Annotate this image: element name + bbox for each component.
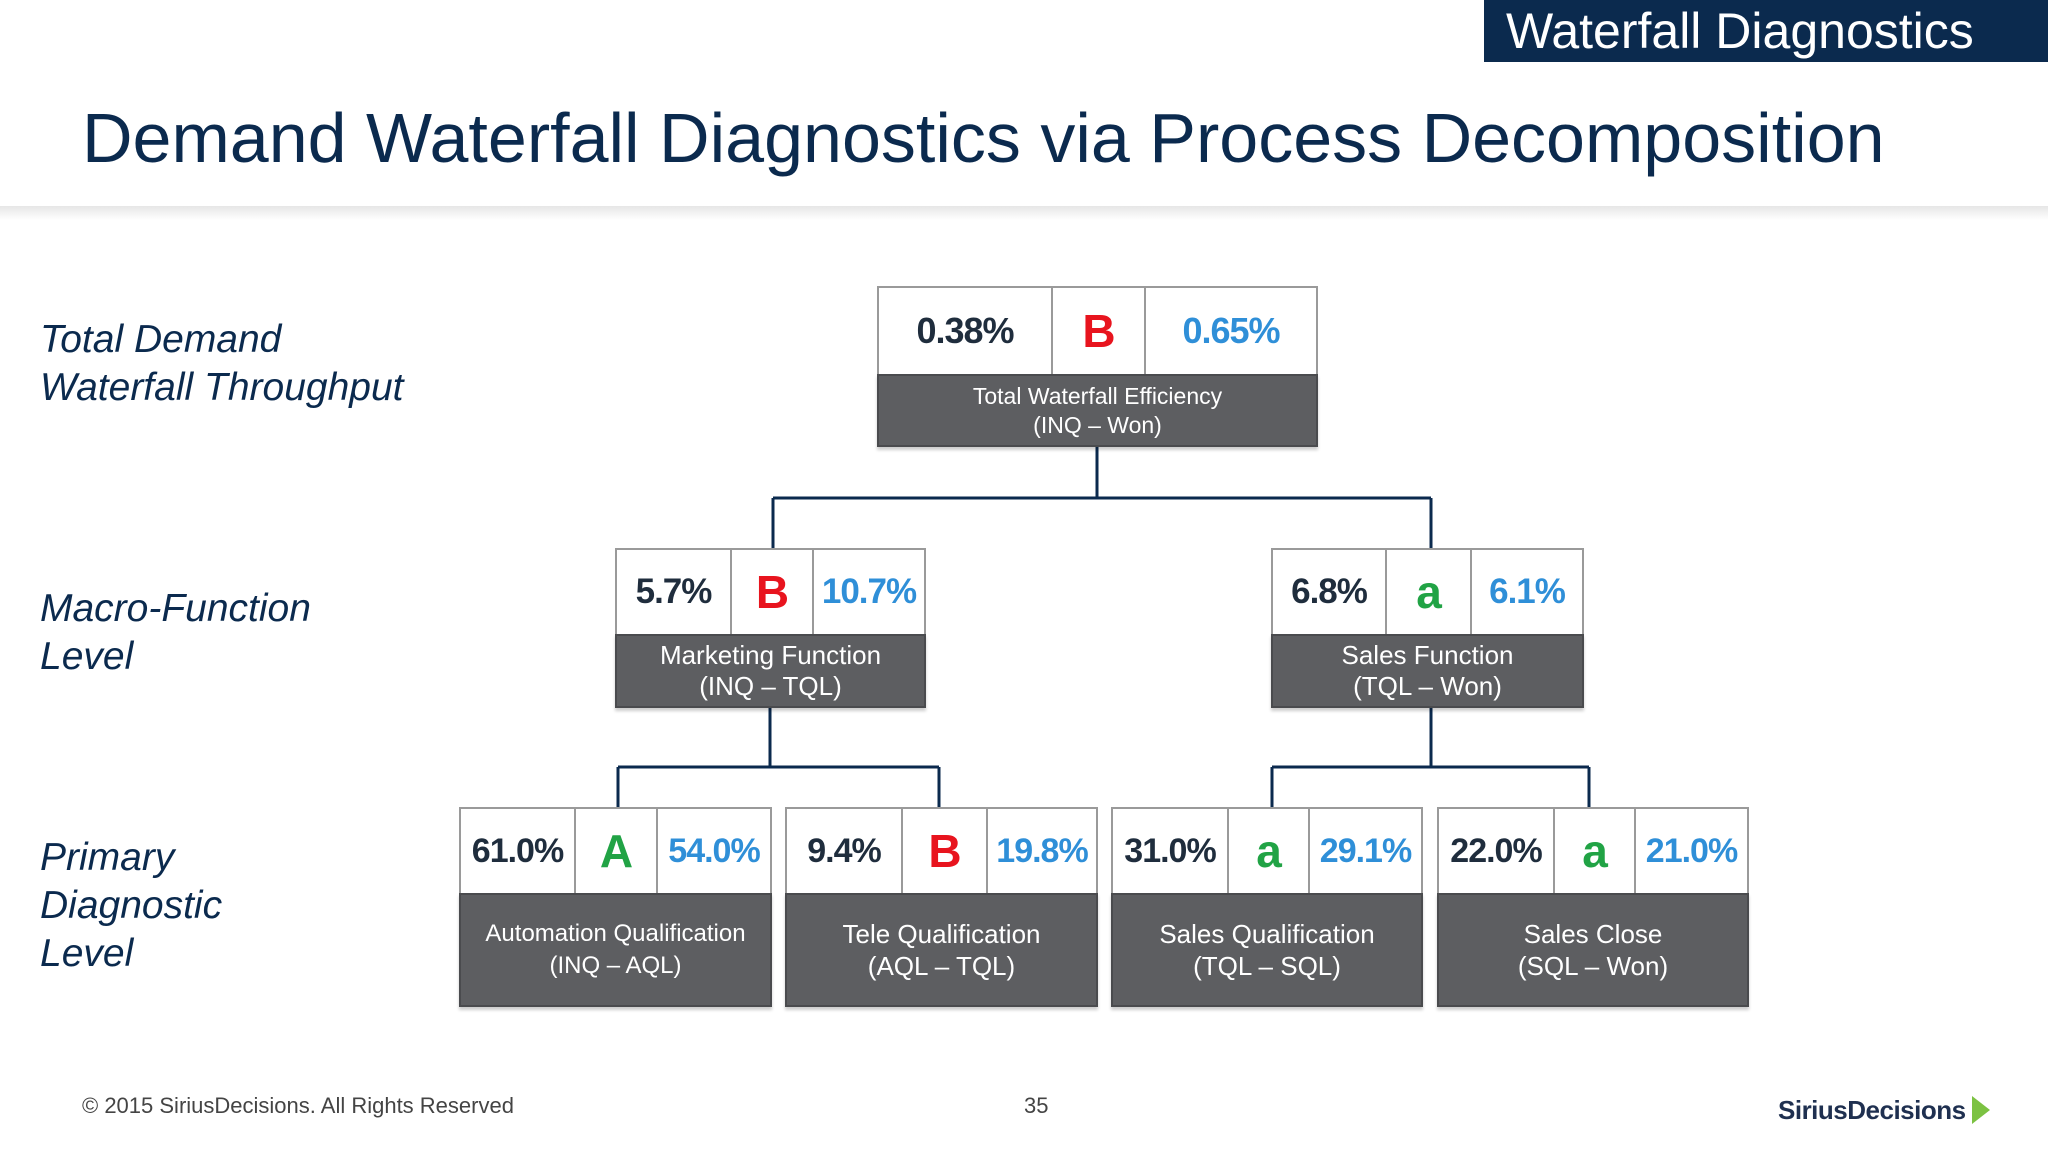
copyright-notice: © 2015 SiriusDecisions. All Rights Reser… bbox=[82, 1093, 514, 1118]
actual-value: 6.8% bbox=[1291, 572, 1368, 611]
node-label: Tele Qualification (AQL – TQL) bbox=[785, 893, 1098, 1007]
node-marketing-function: 5.7% B 10.7% Marketing Function (INQ – T… bbox=[615, 548, 926, 708]
node-automation-qualification: 61.0% A 54.0% Automation Qualification (… bbox=[459, 807, 772, 1007]
metric-row: 5.7% B 10.7% bbox=[615, 548, 926, 636]
node-label-line: Automation Qualification bbox=[485, 920, 746, 947]
company-logo: SiriusDecisions bbox=[1778, 1090, 1990, 1130]
node-label-line: (INQ – TQL) bbox=[699, 671, 842, 701]
node-label-line: Marketing Function bbox=[659, 640, 882, 670]
node-label-line: (TQL – Won) bbox=[1353, 671, 1502, 701]
actual-value: 0.38% bbox=[916, 310, 1014, 351]
level-label-line: Primary bbox=[40, 836, 175, 879]
level-label-line: Total Demand bbox=[40, 318, 282, 361]
grade-badge: B bbox=[901, 809, 986, 893]
node-sales-function: 6.8% a 6.1% Sales Function (TQL – Won) bbox=[1271, 548, 1584, 708]
grade-badge: A bbox=[574, 809, 656, 893]
node-label-line: Sales Function bbox=[1341, 640, 1514, 670]
grade-badge: a bbox=[1553, 809, 1634, 893]
level-label-line: Level bbox=[40, 635, 134, 678]
level-label-line: Waterfall Throughput bbox=[40, 366, 404, 409]
actual-value: 61.0% bbox=[471, 831, 564, 870]
logo-arrow-icon bbox=[1971, 1096, 1990, 1124]
section-banner: Waterfall Diagnostics bbox=[1484, 0, 2048, 62]
node-label: Automation Qualification (INQ – AQL) bbox=[459, 893, 772, 1007]
actual-value: 31.0% bbox=[1124, 831, 1216, 870]
target-value: 54.0% bbox=[656, 809, 770, 893]
node-sales-qualification: 31.0% a 29.1% Sales Qualification (TQL –… bbox=[1111, 807, 1423, 1007]
actual-value: 5.7% bbox=[635, 572, 713, 611]
grade-badge: B bbox=[1051, 288, 1144, 374]
level-label-line: Macro-Function bbox=[40, 587, 311, 630]
level-label-primary: Primary Diagnostic Level bbox=[40, 834, 460, 978]
grade-badge: a bbox=[1385, 550, 1470, 634]
level-label-line: Diagnostic bbox=[40, 884, 223, 927]
node-total-waterfall: 0.38% B 0.65% Total Waterfall Efficiency… bbox=[877, 286, 1318, 447]
node-label-line: (SQL – Won) bbox=[1517, 951, 1669, 981]
title-divider bbox=[0, 206, 2048, 220]
node-sales-close: 22.0% a 21.0% Sales Close (SQL – Won) bbox=[1437, 807, 1749, 1007]
grade-badge: a bbox=[1227, 809, 1308, 893]
level-label-total: Total Demand Waterfall Throughput bbox=[40, 316, 460, 412]
node-label-line: Tele Qualification bbox=[842, 919, 1041, 949]
target-value: 19.8% bbox=[986, 809, 1096, 893]
level-label-macro: Macro-Function Level bbox=[40, 585, 460, 681]
logo-wordmark: SiriusDecisions bbox=[1778, 1094, 1966, 1125]
node-label-line: (INQ – Won) bbox=[1033, 411, 1162, 438]
node-label: Sales Function (TQL – Won) bbox=[1271, 634, 1584, 708]
grade-badge: B bbox=[730, 550, 812, 634]
page-number: 35 bbox=[1024, 1093, 1049, 1118]
node-label: Marketing Function (INQ – TQL) bbox=[615, 634, 926, 708]
target-value: 10.7% bbox=[812, 550, 924, 634]
level-label-line: Level bbox=[40, 932, 134, 975]
actual-value: 22.0% bbox=[1450, 831, 1542, 870]
metric-row: 6.8% a 6.1% bbox=[1271, 548, 1584, 636]
metric-row: 31.0% a 29.1% bbox=[1111, 807, 1423, 895]
metric-row: 22.0% a 21.0% bbox=[1437, 807, 1749, 895]
metric-row: 9.4% B 19.8% bbox=[785, 807, 1098, 895]
metric-row: 61.0% A 54.0% bbox=[459, 807, 772, 895]
target-value: 21.0% bbox=[1634, 809, 1747, 893]
connector-marketing-to-primary bbox=[616, 708, 941, 807]
node-label-line: (AQL – TQL) bbox=[867, 951, 1016, 981]
connector-total-to-macro bbox=[771, 447, 1433, 548]
node-tele-qualification: 9.4% B 19.8% Tele Qualification (AQL – T… bbox=[785, 807, 1098, 1007]
node-label-line: (INQ – AQL) bbox=[549, 952, 682, 979]
target-value: 29.1% bbox=[1308, 809, 1421, 893]
connector-sales-to-primary bbox=[1270, 708, 1591, 807]
page-title: Demand Waterfall Diagnostics via Process… bbox=[82, 99, 1885, 177]
target-value: 6.1% bbox=[1470, 550, 1582, 634]
node-label: Total Waterfall Efficiency (INQ – Won) bbox=[877, 374, 1318, 447]
node-label-line: (TQL – SQL) bbox=[1193, 951, 1341, 981]
actual-value: 9.4% bbox=[807, 831, 882, 870]
node-label-line: Total Waterfall Efficiency bbox=[972, 382, 1223, 409]
node-label: Sales Close (SQL – Won) bbox=[1437, 893, 1749, 1007]
target-value: 0.65% bbox=[1144, 288, 1316, 374]
node-label-line: Sales Qualification bbox=[1159, 919, 1375, 949]
node-label: Sales Qualification (TQL – SQL) bbox=[1111, 893, 1423, 1007]
metric-row: 0.38% B 0.65% bbox=[877, 286, 1318, 376]
node-label-line: Sales Close bbox=[1523, 919, 1663, 949]
